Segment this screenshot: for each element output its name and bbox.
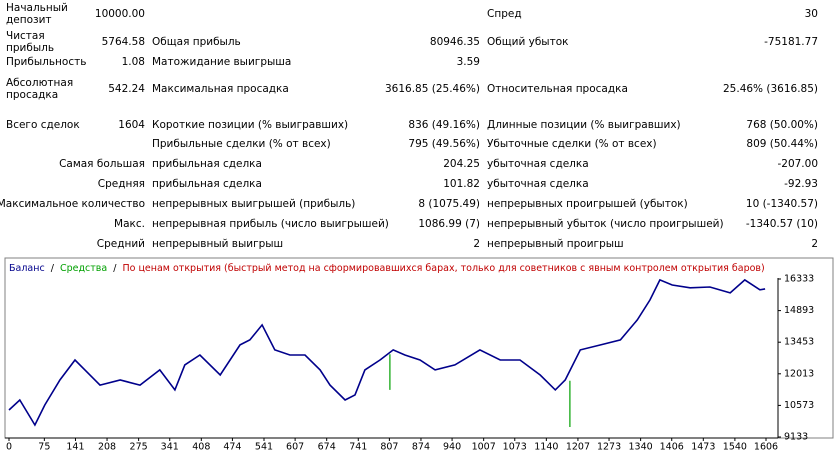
x-tick-label: 208 — [98, 442, 116, 453]
x-tick-label: 1540 — [723, 442, 747, 453]
stat-label: Самая большая — [59, 158, 145, 170]
stat-label: Длинные позиции (% выигравших) — [487, 119, 681, 131]
x-tick-label: 474 — [223, 442, 241, 453]
stat-value: 836 (49.16%) — [408, 119, 480, 131]
chart-frame — [4, 257, 834, 439]
x-tick-label: 1007 — [472, 442, 496, 453]
stat-label: убыточная сделка — [487, 178, 589, 190]
stat-label: убыточная сделка — [487, 158, 589, 170]
x-tick-label: 1473 — [691, 442, 715, 453]
x-tick-label: 940 — [443, 442, 461, 453]
stat-label: Матожидание выигрыша — [152, 56, 292, 68]
stat-label: непрерывный проигрыш — [487, 238, 624, 250]
stat-label: Абсолютная просадка — [6, 77, 74, 101]
stat-label: непрерывных выигрышей (прибыль) — [152, 198, 356, 210]
stat-value: -75181.77 — [764, 36, 818, 48]
x-tick-label: 1273 — [597, 442, 621, 453]
stat-label: Общая прибыль — [152, 36, 241, 48]
x-tick-label: 341 — [161, 442, 179, 453]
stat-label: Короткие позиции (% выигравших) — [152, 119, 349, 131]
stat-label: Начальный депозит — [6, 2, 68, 26]
legend: Баланс / Средства / По ценам открытия (б… — [9, 263, 765, 274]
stat-label: Максимальная просадка — [152, 83, 289, 95]
stat-value: 542.24 — [108, 83, 145, 95]
stat-value: 2 — [473, 238, 480, 250]
stat-value: -92.93 — [784, 178, 818, 190]
x-tick-label: 674 — [318, 442, 336, 453]
x-tick-label: 75 — [38, 442, 50, 453]
x-tick-label: 0 — [6, 442, 12, 453]
stat-value: -1340.57 (10) — [745, 218, 818, 230]
stat-value: 10 (-1340.57) — [745, 198, 818, 210]
stat-label: Убыточные сделки (% от всех) — [487, 138, 657, 150]
stat-label: Средний — [96, 238, 145, 250]
x-tick-label: 1406 — [660, 442, 684, 453]
stat-label: Максимальное количество — [0, 198, 145, 210]
stat-value: 2 — [811, 238, 818, 250]
x-tick-label: 1207 — [566, 442, 590, 453]
stat-value: 1604 — [118, 119, 145, 131]
stat-value: 10000.00 — [94, 8, 145, 20]
y-tick-label: 14893 — [784, 305, 814, 316]
y-tick-label: 10573 — [784, 400, 814, 411]
stat-value: 1086.99 (7) — [418, 218, 480, 230]
x-tick-label: 1073 — [503, 442, 527, 453]
stat-value: 1.08 — [121, 56, 145, 68]
legend-equity: Средства — [60, 263, 107, 274]
stat-value: 3616.85 (25.46%) — [385, 83, 480, 95]
x-tick-label: 275 — [130, 442, 148, 453]
stat-value: 795 (49.56%) — [408, 138, 480, 150]
legend-separator: / — [51, 263, 55, 274]
stat-label: непрерывных проигрышей (убыток) — [487, 198, 688, 210]
stat-value: 101.82 — [443, 178, 480, 190]
y-tick-label: 12013 — [784, 368, 814, 379]
stat-label: Спред — [487, 8, 522, 20]
stat-value: 30 — [804, 8, 818, 20]
stat-label: Чистая прибыль — [6, 30, 55, 54]
x-tick-label: 874 — [412, 442, 430, 453]
stat-label: прибыльная сделка — [152, 158, 262, 170]
x-tick-label: 807 — [380, 442, 398, 453]
x-tick-label: 1340 — [629, 442, 653, 453]
y-tick-label: 16333 — [784, 274, 814, 285]
stat-label: Прибыльность — [6, 56, 87, 68]
stat-label: Прибыльные сделки (% от всех) — [152, 138, 331, 150]
stat-value: -207.00 — [777, 158, 818, 170]
x-tick-label: 607 — [286, 442, 304, 453]
stat-value: 204.25 — [443, 158, 480, 170]
stat-label: непрерывный убыток (число проигрышей) — [487, 218, 724, 230]
legend-model: По ценам открытия (быстрый метод на сфор… — [122, 263, 764, 274]
legend-separator: / — [113, 263, 117, 274]
x-tick-label: 1140 — [534, 442, 558, 453]
stat-label: Относительная просадка — [487, 83, 628, 95]
y-tick-label: 9133 — [784, 432, 808, 443]
stat-value: 768 (50.00%) — [746, 119, 818, 131]
stat-value: 5764.58 — [101, 36, 145, 48]
x-tick-label: 1606 — [754, 442, 778, 453]
stat-label: прибыльная сделка — [152, 178, 262, 190]
legend-balance: Баланс — [9, 263, 45, 274]
stat-label: Макс. — [114, 218, 145, 230]
x-tick-label: 741 — [349, 442, 367, 453]
stat-label: Всего сделок — [6, 119, 80, 131]
stat-value: 8 (1075.49) — [418, 198, 480, 210]
x-tick-label: 408 — [192, 442, 210, 453]
stat-label: Общий убыток — [487, 36, 569, 48]
stat-value: 809 (50.44%) — [746, 138, 818, 150]
y-tick-label: 13453 — [784, 337, 814, 348]
series-line — [8, 278, 766, 427]
stat-value: 80946.35 — [429, 36, 480, 48]
series-line — [389, 354, 571, 427]
stat-value: 25.46% (3616.85) — [723, 83, 818, 95]
stat-value: 3.59 — [456, 56, 480, 68]
stat-label: непрерывный выигрыш — [152, 238, 284, 250]
x-tick-label: 141 — [66, 442, 84, 453]
stat-label: непрерывная прибыль (число выигрышей) — [152, 218, 389, 230]
stat-label: Средняя — [97, 178, 145, 190]
x-tick-label: 541 — [255, 442, 273, 453]
